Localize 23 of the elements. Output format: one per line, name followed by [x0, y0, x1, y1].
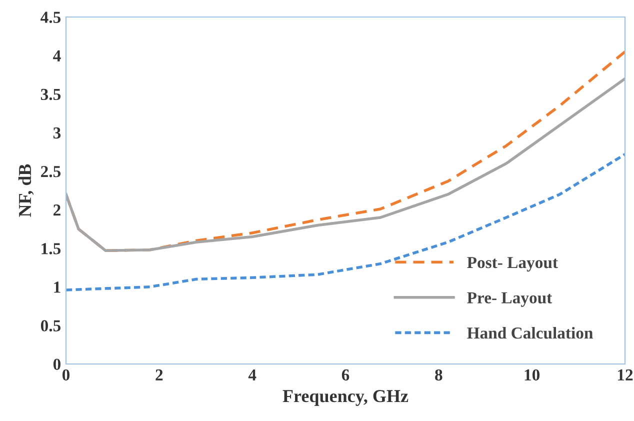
- y-tick-label: 1.5: [42, 243, 61, 254]
- legend-label: Hand Calculation: [467, 326, 593, 339]
- x-axis-title: Frequency, GHz: [282, 390, 408, 406]
- x-tick-label: 10: [524, 369, 540, 381]
- y-tick-label: 3.5: [40, 88, 61, 100]
- x-tick-label: 12: [618, 369, 633, 380]
- x-tick-label: 4: [248, 369, 256, 380]
- x-tick-label: 8: [435, 369, 442, 381]
- y-tick-label: 3: [53, 127, 61, 139]
- y-tick-label: 4.5: [40, 12, 61, 24]
- x-tick-label: 0: [62, 369, 70, 381]
- y-tick-label: 4: [53, 50, 61, 62]
- y-tick-label: 0: [53, 358, 61, 370]
- line-series: [66, 152, 625, 292]
- y-tick-label: 0.5: [40, 320, 61, 332]
- y-tick-label: 2: [54, 204, 60, 216]
- y-tick-label: 2.5: [41, 166, 61, 178]
- y-tick-label: 1: [54, 282, 60, 293]
- x-tick-label: 6: [342, 369, 350, 381]
- legend-label: Pre- Layout: [467, 292, 552, 307]
- legend-label: Post- Layout: [467, 257, 558, 272]
- y-axis-title: NF, dB: [18, 164, 34, 217]
- x-tick-label: 2: [156, 369, 163, 380]
